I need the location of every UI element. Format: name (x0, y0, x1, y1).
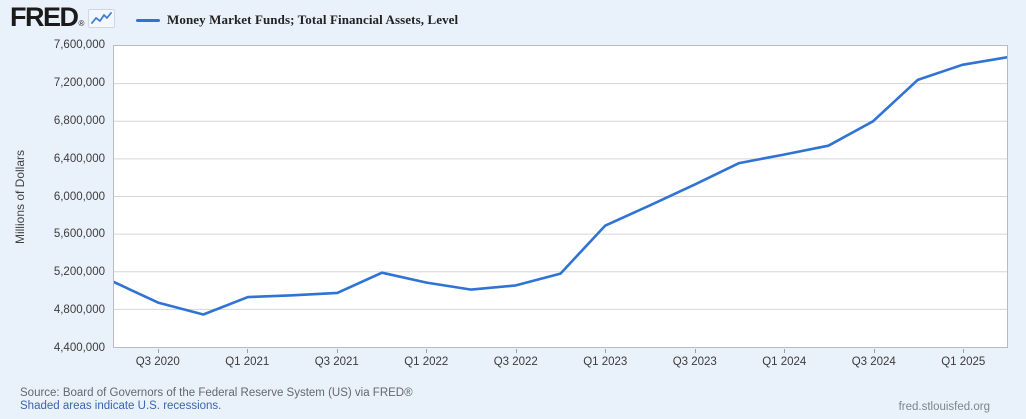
y-axis-tick-label: 7,600,000 (53, 39, 105, 51)
line-chart-svg (114, 56, 1007, 316)
y-axis-tick-label: 6,000,000 (53, 190, 105, 203)
x-axis-tick-label: Q1 2021 (225, 356, 270, 368)
y-axis-title: Millions of Dollars (13, 149, 27, 245)
x-axis-tick-label: Q3 2020 (135, 356, 180, 368)
chart-legend[interactable]: Money Market Funds; Total Financial Asse… (136, 11, 458, 29)
y-axis-tick-label: 4,400,000 (53, 342, 105, 354)
x-axis-tick-label: Q1 2023 (583, 356, 628, 368)
fred-sparkline-icon (88, 8, 116, 28)
legend-line-swatch (136, 18, 160, 22)
data-series-line[interactable] (114, 56, 1007, 316)
source-text: Source: Board of Governors of the Federa… (20, 387, 413, 399)
x-axis-tick-label: Q1 2024 (762, 356, 807, 368)
y-axis-tick-label: 6,400,000 (53, 152, 105, 165)
x-axis-tick-label: Q3 2024 (851, 356, 896, 368)
x-axis-tick-mark (336, 349, 338, 353)
x-axis-tick-mark (963, 349, 965, 353)
x-axis-tick-mark (873, 349, 875, 353)
y-axis-tick-label: 5,200,000 (53, 266, 105, 279)
x-axis-tick-label: Q3 2022 (493, 356, 538, 368)
y-axis-tick-label: 4,800,000 (53, 304, 105, 317)
y-axis-tick-label: 5,600,000 (53, 228, 105, 241)
plot-area[interactable] (113, 45, 1008, 348)
x-axis-tick-mark (784, 349, 786, 353)
x-axis-tick-mark (694, 349, 696, 353)
x-axis-tick-label: Q1 2022 (404, 356, 449, 368)
registered-trademark-symbol: ® (78, 19, 85, 28)
x-axis-tick-label: Q1 2025 (941, 356, 986, 368)
x-axis-tick-mark (157, 349, 159, 353)
x-axis-tick-label: Q3 2021 (314, 356, 359, 368)
x-axis-tick-mark (515, 349, 517, 353)
fred-logo[interactable]: FRED ® (10, 2, 116, 32)
x-axis-tick-mark (247, 349, 249, 353)
x-axis-tick-mark (426, 349, 428, 353)
recession-note-link[interactable]: Shaded areas indicate U.S. recessions. (20, 400, 222, 412)
fred-logo-text: FRED (10, 2, 79, 32)
y-axis-tick-label: 6,800,000 (53, 114, 105, 127)
x-axis-tick-mark (605, 349, 607, 353)
site-url: fred.stlouisfed.org (898, 401, 990, 413)
legend-series-label: Money Market Funds; Total Financial Asse… (167, 12, 459, 27)
x-axis-tick-label: Q3 2023 (672, 356, 717, 368)
y-axis-tick-label: 7,200,000 (53, 76, 105, 89)
